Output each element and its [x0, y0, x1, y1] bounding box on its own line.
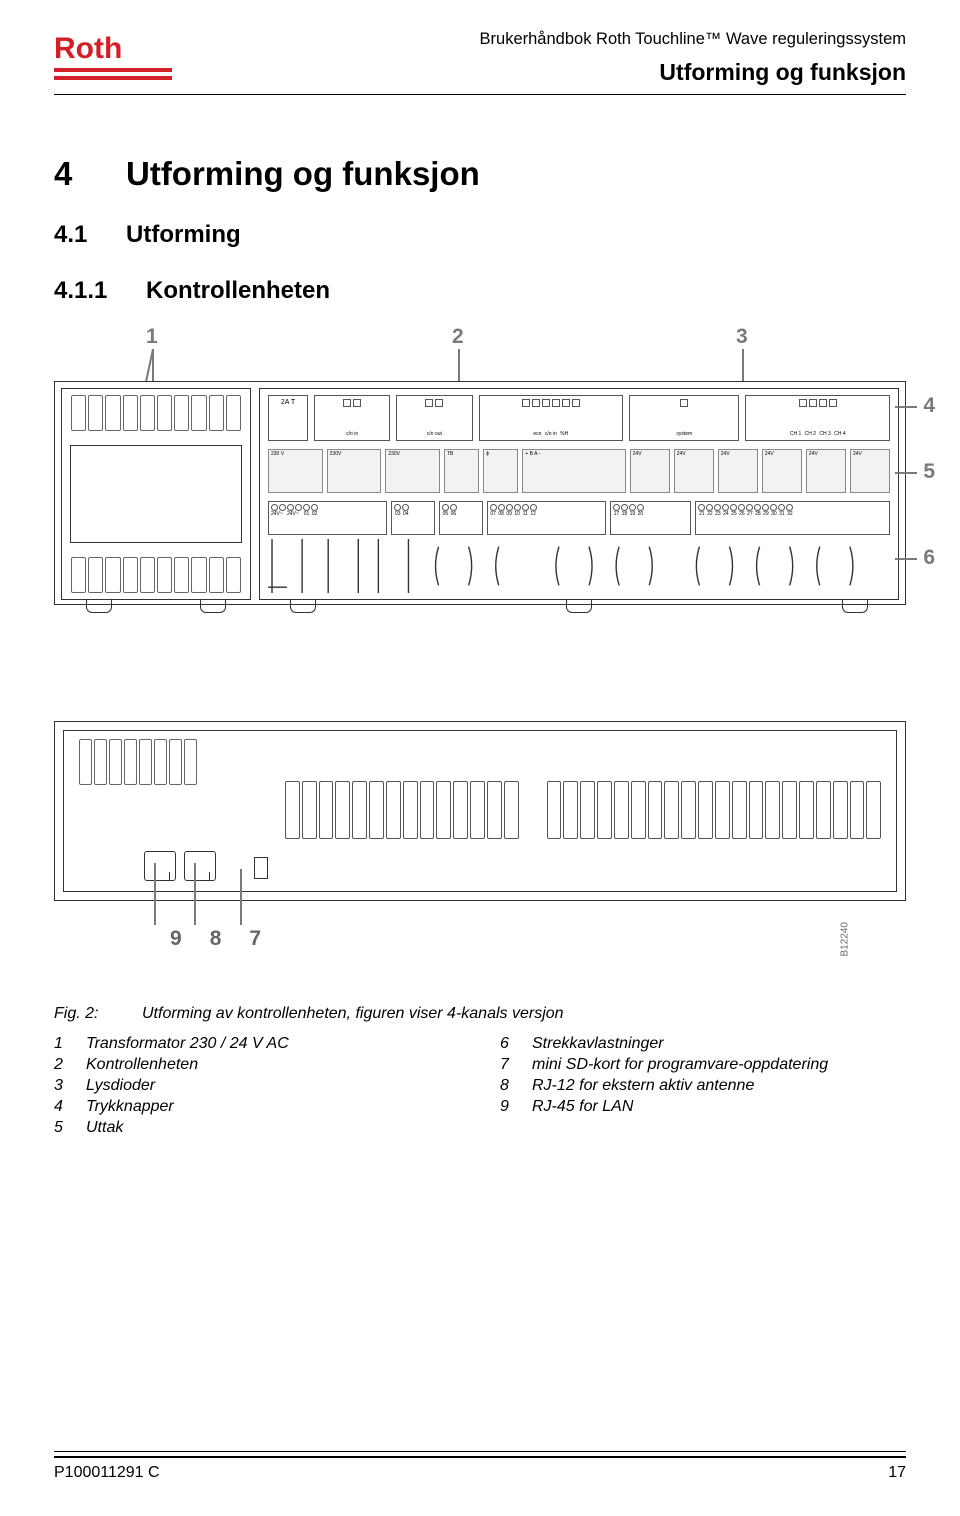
ports — [144, 851, 268, 881]
callout-6: 6 — [923, 546, 935, 570]
section-title-header: Utforming og funksjon — [480, 59, 906, 86]
controller-diagram: 2A T c/o in c/o out eco c/o in %H system… — [54, 381, 906, 605]
callout-4: 4 — [923, 394, 935, 418]
page-header: Roth Brukerhåndbok Roth Touchline™ Wave … — [54, 30, 906, 92]
transformer — [61, 388, 251, 600]
callout-7: 7 — [249, 927, 261, 951]
figure-code: B12240 — [839, 922, 850, 956]
fuse-label: 2A T — [268, 395, 308, 441]
heading-3: 4.1.1Kontrollenheten — [54, 277, 906, 305]
sd-slot — [254, 857, 268, 879]
bottom-view-diagram — [54, 721, 906, 901]
heading-1: 4Utforming og funksjon — [54, 155, 906, 193]
roth-logo: Roth — [54, 30, 174, 84]
legend: 1Transformator 230 / 24 V AC 2Kontrollen… — [54, 1035, 906, 1140]
page-footer: P100011291 C 17 — [54, 1451, 906, 1482]
logo-text: Roth — [54, 32, 122, 65]
heading-2: 4.1Utforming — [54, 221, 906, 249]
callout-1: 1 — [146, 325, 158, 349]
main-module: 2A T c/o in c/o out eco c/o in %H system… — [259, 388, 899, 600]
page-number: 17 — [888, 1464, 906, 1482]
figure-caption: Fig. 2: Utforming av kontrollenheten, fi… — [54, 1005, 906, 1023]
callout-2: 2 — [452, 325, 464, 349]
callout-9: 9 — [170, 927, 182, 951]
doc-code: P100011291 C — [54, 1464, 160, 1482]
rj45-port — [144, 851, 176, 881]
strain-relief-area — [268, 539, 890, 593]
header-rule — [54, 94, 906, 95]
callout-3: 3 — [736, 325, 748, 349]
callout-8: 8 — [210, 927, 222, 951]
terminal-row: 24V~24V~0102 0304 0506 070809101112 1718… — [268, 501, 890, 535]
callout-5: 5 — [923, 460, 935, 484]
doc-title: Brukerhåndbok Roth Touchline™ Wave regul… — [480, 30, 906, 49]
rj12-port — [184, 851, 216, 881]
diagram-area: 1 2 3 2A T c/o in c/o out e — [54, 325, 906, 971]
